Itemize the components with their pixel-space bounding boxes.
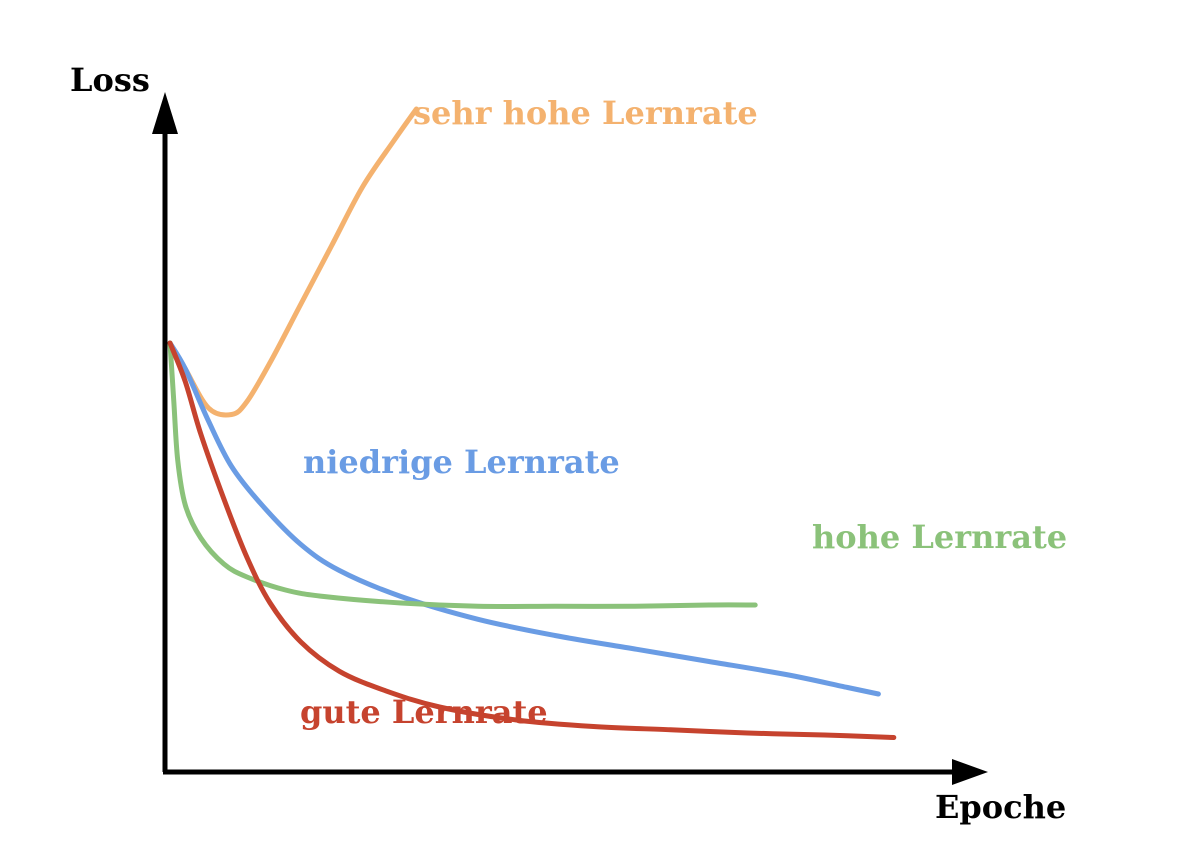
series-line-hohe-lernrate	[167, 340, 758, 610]
x-axis-arrowhead	[952, 759, 988, 785]
series-label-hohe-lernrate: hohe Lernrate	[812, 518, 1067, 556]
x-axis-label: Epoche	[935, 788, 1066, 826]
series-line-sehr-hohe-lernrate	[167, 106, 419, 418]
y-axis-arrowhead	[152, 92, 178, 134]
series-label-gute-lernrate: gute Lernrate	[300, 693, 548, 731]
y-axis-label: Loss	[70, 61, 150, 99]
series-lines	[167, 106, 897, 740]
series-line-niedrige-lernrate	[167, 340, 881, 697]
series-label-sehr-hohe-lernrate: sehr hohe Lernrate	[413, 94, 758, 132]
series-line-gute-lernrate	[167, 340, 897, 740]
series-label-niedrige-lernrate: niedrige Lernrate	[303, 443, 620, 481]
